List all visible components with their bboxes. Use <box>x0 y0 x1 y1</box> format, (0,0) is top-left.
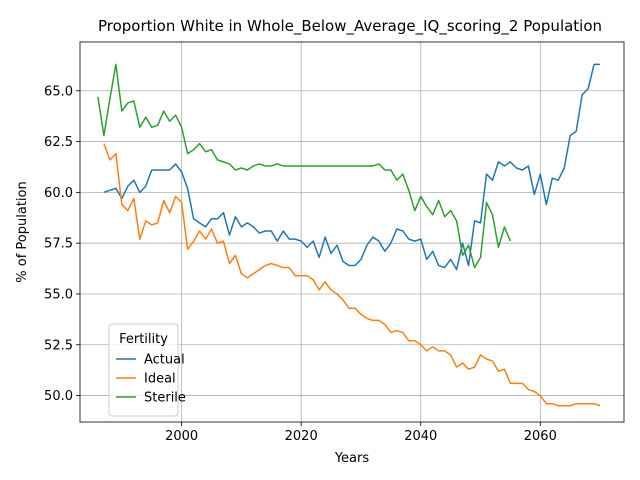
grid-lines <box>80 42 624 422</box>
plot-frame <box>79 41 625 423</box>
y-tick-label: 50.0 <box>44 389 73 404</box>
y-tick-label: 57.5 <box>44 237 73 252</box>
legend-entries: Actual Ideal Sterile <box>116 353 186 406</box>
y-tick-label: 60.0 <box>44 186 73 201</box>
x-tick-label: 2040 <box>404 429 437 444</box>
x-axis-ticks: 2000 2020 2040 2060 <box>165 422 557 444</box>
chart-title: Proportion White in Whole_Below_Average_… <box>98 17 602 36</box>
legend-label-sterile: Sterile <box>144 391 186 406</box>
legend-title: Fertility <box>119 332 168 347</box>
y-axis-ticks: 50.0 52.5 55.0 57.5 60.0 62.5 65.0 <box>44 84 80 404</box>
series-line-ideal <box>103 143 601 407</box>
x-axis-label: Years <box>334 451 370 466</box>
legend: Fertility Actual Ideal Sterile <box>108 323 186 417</box>
series-line-actual <box>103 63 601 271</box>
legend-label-actual: Actual <box>144 353 185 368</box>
y-tick-label: 65.0 <box>44 84 73 99</box>
y-tick-label: 52.5 <box>44 338 73 353</box>
x-tick-label: 2000 <box>165 429 198 444</box>
y-tick-label: 62.5 <box>44 135 73 150</box>
y-tick-label: 55.0 <box>44 287 73 302</box>
y-axis-label: % of Population <box>15 181 30 282</box>
series-line-sterile <box>97 63 512 269</box>
series-lines <box>97 63 601 407</box>
x-tick-label: 2060 <box>524 429 557 444</box>
legend-label-ideal: Ideal <box>144 372 176 387</box>
x-tick-label: 2020 <box>285 429 318 444</box>
legend-box <box>108 323 179 417</box>
